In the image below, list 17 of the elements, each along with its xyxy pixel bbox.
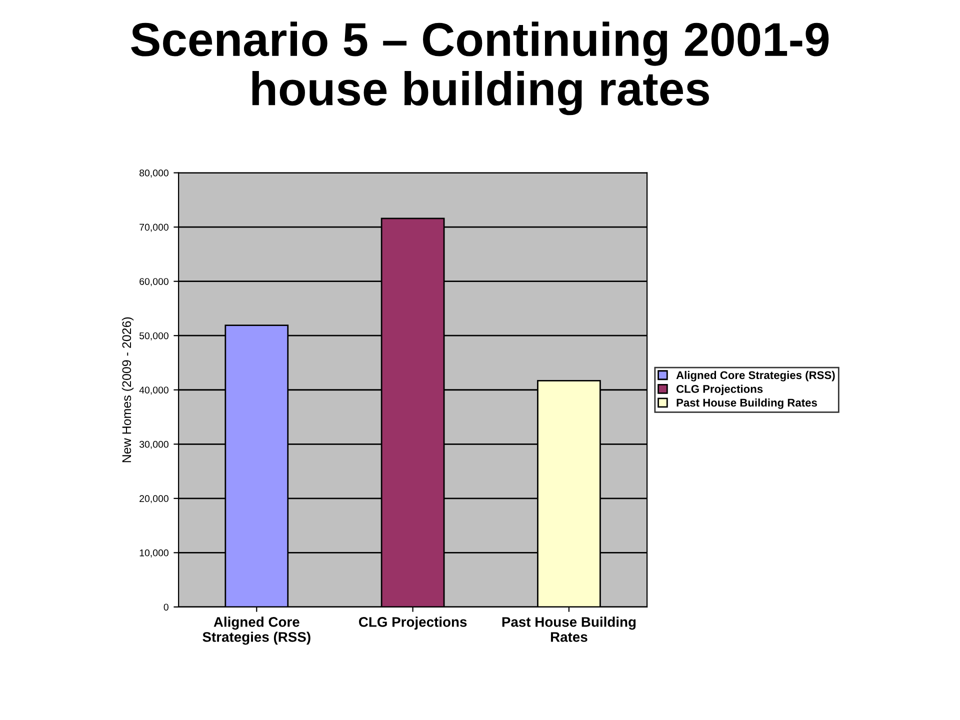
y-tick-label: 20,000 [140,495,168,504]
x-tick-label: CLG Projections [358,616,467,630]
x-tick-label: Aligned Core Strategies (RSS) [202,616,310,645]
y-axis-title: New Homes (2009 - 2026) [122,317,134,462]
y-tick-label: 0 [164,604,168,611]
legend-label: Aligned Core Strategies (RSS) [676,370,835,382]
y-tick-label: 40,000 [139,386,168,395]
y-tick-label: 80,000 [140,170,168,178]
y-tick-label: 70,000 [140,224,168,232]
y-tick-label: 10,000 [140,549,168,558]
y-tick-label: 30,000 [139,440,168,449]
chart-title: Scenario 5 – Continuing 2001-9 house building rates [131,22,829,116]
legend-label: Past House Building Rates [676,398,817,409]
y-tick-label: 60,000 [140,278,168,286]
x-tick-label: Past House Building Rates [502,616,636,642]
y-tick-label: 50,000 [139,332,168,340]
legend-label: CLG Projections [676,384,763,396]
